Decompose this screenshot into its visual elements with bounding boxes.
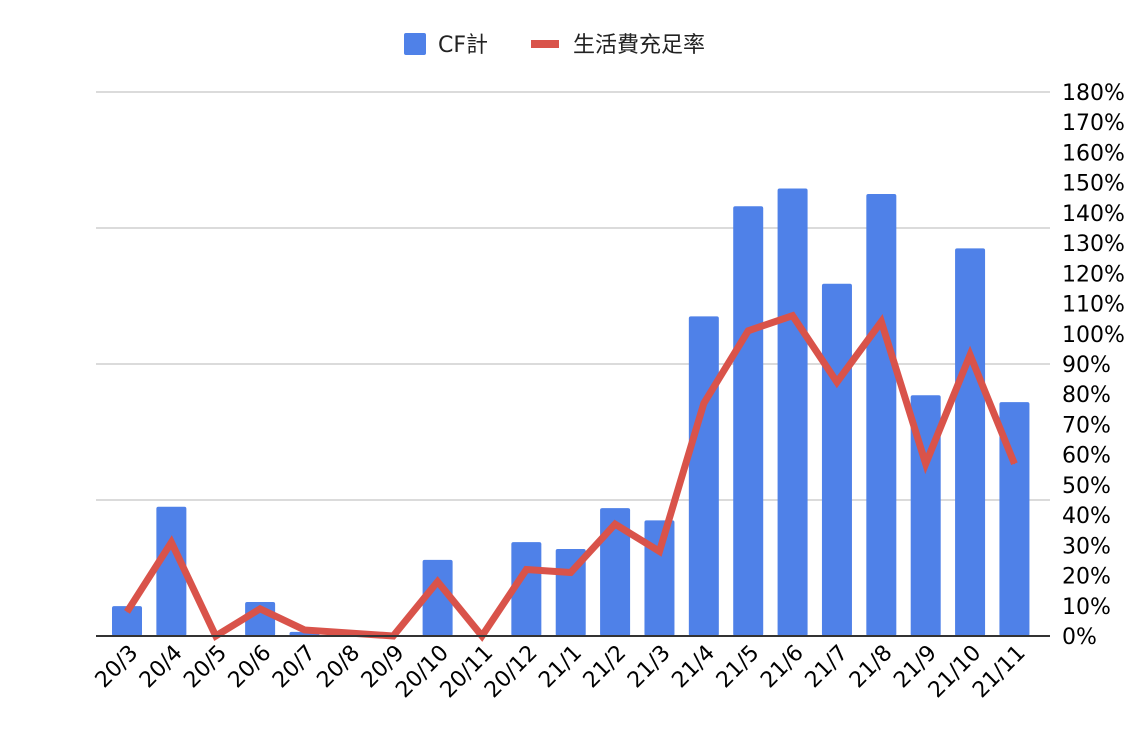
right-tick-label: 0%	[1062, 625, 1097, 650]
bar-21-3	[644, 520, 675, 636]
right-tick-label: 180%	[1062, 81, 1125, 106]
x-tick-label: 20/3	[91, 641, 144, 694]
bar-21-4	[688, 316, 719, 636]
legend-swatch-cf	[404, 33, 426, 55]
bar-21-5	[733, 206, 764, 637]
ratio-point-20-10	[437, 581, 439, 583]
ratio-point-21-2	[614, 523, 616, 525]
right-tick-label: 130%	[1062, 232, 1125, 257]
right-tick-label: 140%	[1062, 202, 1125, 227]
ratio-point-20-12	[525, 569, 527, 571]
legend: CF計 生活費充足率	[404, 33, 705, 58]
right-tick-label: 20%	[1062, 565, 1111, 590]
x-tick-label: 21/5	[712, 641, 765, 694]
x-tick-label: 21/6	[756, 641, 809, 694]
ratio-point-21-11	[1013, 463, 1015, 465]
right-tick-label: 150%	[1062, 172, 1125, 197]
bar-20-4	[156, 506, 187, 636]
ratio-point-21-9	[925, 463, 927, 465]
right-tick-label: 80%	[1062, 383, 1111, 408]
bar-20-3	[112, 606, 142, 636]
ratio-point-21-10	[969, 354, 971, 356]
right-tick-label: 170%	[1062, 111, 1125, 136]
ratio-point-20-6	[259, 608, 261, 610]
x-tick-label: 20/7	[268, 641, 321, 694]
right-tick-label: 110%	[1062, 293, 1125, 318]
bar-21-7	[821, 283, 852, 636]
x-tick-label: 21/2	[579, 641, 632, 694]
legend-label-cf: CF計	[438, 33, 488, 58]
x-tick-label: 21/7	[801, 641, 854, 694]
x-axis-ticks: 20/320/420/520/620/720/820/920/1020/1120…	[91, 641, 1031, 704]
ratio-point-21-4	[703, 402, 705, 404]
right-tick-label: 30%	[1062, 534, 1111, 559]
right-tick-label: 50%	[1062, 474, 1111, 499]
right-tick-label: 10%	[1062, 595, 1111, 620]
ratio-point-21-6	[792, 315, 794, 317]
right-tick-label: 90%	[1062, 353, 1111, 378]
right-tick-label: 160%	[1062, 141, 1125, 166]
ratio-point-21-1	[570, 572, 572, 574]
right-tick-label: 60%	[1062, 444, 1111, 469]
right-axis-ticks: 0% 10% 20% 30% 40% 50% 60% 70% 80% 90% 100% 110% 120…	[1062, 81, 1125, 650]
ratio-point-20-8	[348, 632, 350, 634]
right-tick-label: 120%	[1062, 262, 1125, 287]
right-tick-label: 70%	[1062, 413, 1111, 438]
ratio-point-21-3	[658, 550, 660, 552]
bar-21-8	[866, 194, 897, 636]
x-tick-label: 21/1	[534, 641, 587, 694]
legend-swatch-ratio	[531, 40, 559, 48]
x-tick-label: 20/4	[135, 641, 188, 694]
legend-label-ratio: 生活費充足率	[573, 33, 705, 58]
ratio-point-21-8	[880, 321, 882, 323]
bar-21-9	[910, 395, 941, 636]
ratio-point-21-5	[747, 330, 749, 332]
bar-21-11	[999, 402, 1030, 636]
ratio-point-20-7	[303, 629, 305, 631]
ratio-point-20-4	[170, 541, 172, 543]
ratio-point-21-7	[836, 381, 838, 383]
right-tick-label: 100%	[1062, 323, 1125, 348]
x-tick-label: 20/5	[179, 641, 232, 694]
bar-21-10	[955, 248, 986, 636]
x-tick-label: 20/6	[224, 641, 277, 694]
ratio-point-20-3	[126, 611, 128, 613]
bar-20-10	[422, 559, 453, 636]
x-tick-label: 21/4	[667, 641, 720, 694]
x-tick-label: 20/8	[312, 641, 365, 694]
bar-21-2	[600, 508, 631, 636]
x-tick-label: 21/8	[845, 641, 898, 694]
x-tick-label: 21/3	[623, 641, 676, 694]
bar-20-12	[511, 542, 542, 636]
gridlines	[96, 91, 1050, 501]
right-tick-label: 40%	[1062, 504, 1111, 529]
bar-21-6	[777, 188, 808, 636]
